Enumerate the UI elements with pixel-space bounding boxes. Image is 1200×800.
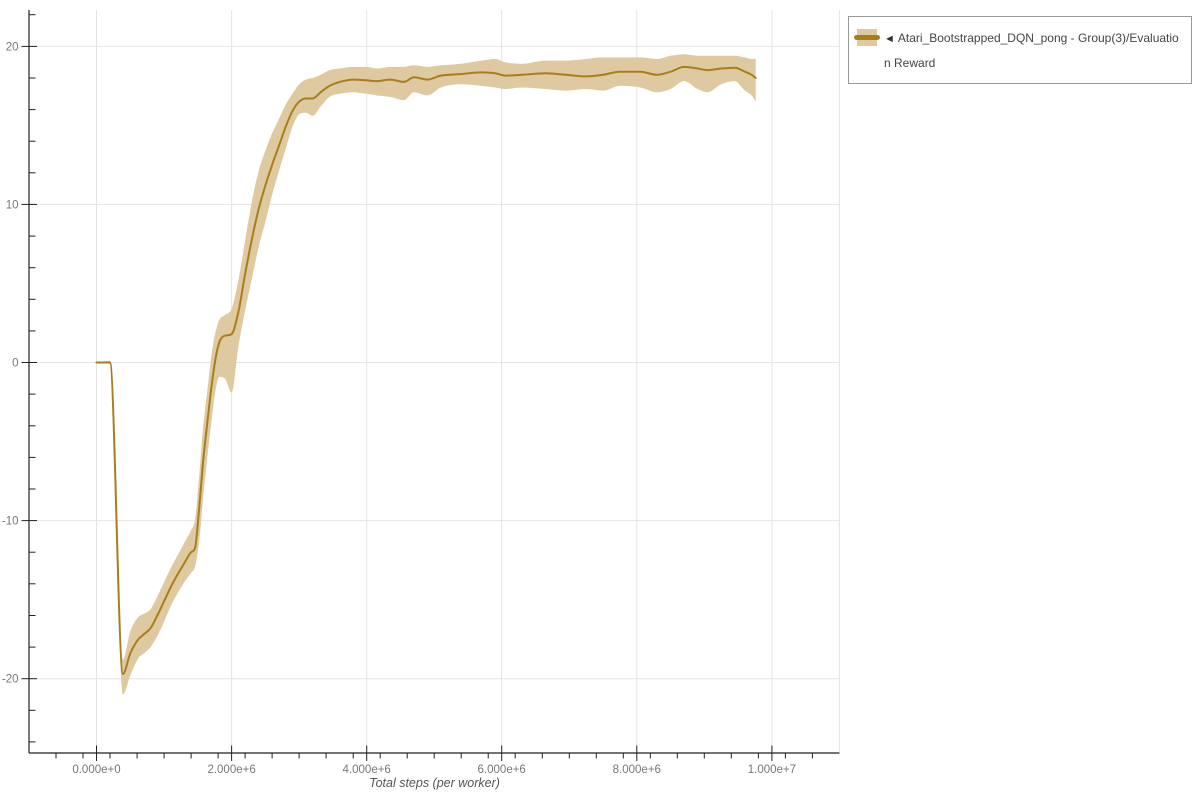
legend-label: ◄ Atari_Bootstrapped_DQN_pong - Group(3)/… — [884, 26, 1179, 75]
x-tick-label: 0.000e+0 — [72, 764, 120, 776]
series-swatch-icon — [854, 29, 880, 46]
x-tick-label: 8.000e+6 — [613, 764, 661, 776]
confidence-band — [96, 54, 756, 695]
legend-label-line2: n Reward — [884, 56, 936, 70]
y-tick-label: 10 — [6, 199, 19, 211]
series-line-icon — [854, 35, 880, 40]
y-tick-label: 0 — [12, 358, 18, 370]
legend-box: ◄ Atari_Bootstrapped_DQN_pong - Group(3)/… — [848, 16, 1192, 84]
mean-line — [95, 65, 757, 675]
x-tick-label: 6.000e+6 — [478, 764, 526, 776]
y-tick-label: 20 — [6, 41, 19, 53]
legend-item[interactable]: ◄ Atari_Bootstrapped_DQN_pong - Group(3)/… — [854, 26, 1183, 75]
x-tick-label: 1.000e+7 — [748, 764, 796, 776]
collapse-arrow-icon[interactable]: ◄ — [884, 33, 895, 45]
x-tick-label: 4.000e+6 — [343, 764, 391, 776]
y-tick-label: -10 — [2, 516, 19, 528]
x-tick-label: 2.000e+6 — [207, 764, 255, 776]
y-tick-label: -20 — [2, 674, 19, 686]
x-axis-title: Total steps (per worker) — [369, 776, 500, 790]
legend-label-line1: Atari_Bootstrapped_DQN_pong - Group(3)/E… — [897, 31, 1179, 45]
